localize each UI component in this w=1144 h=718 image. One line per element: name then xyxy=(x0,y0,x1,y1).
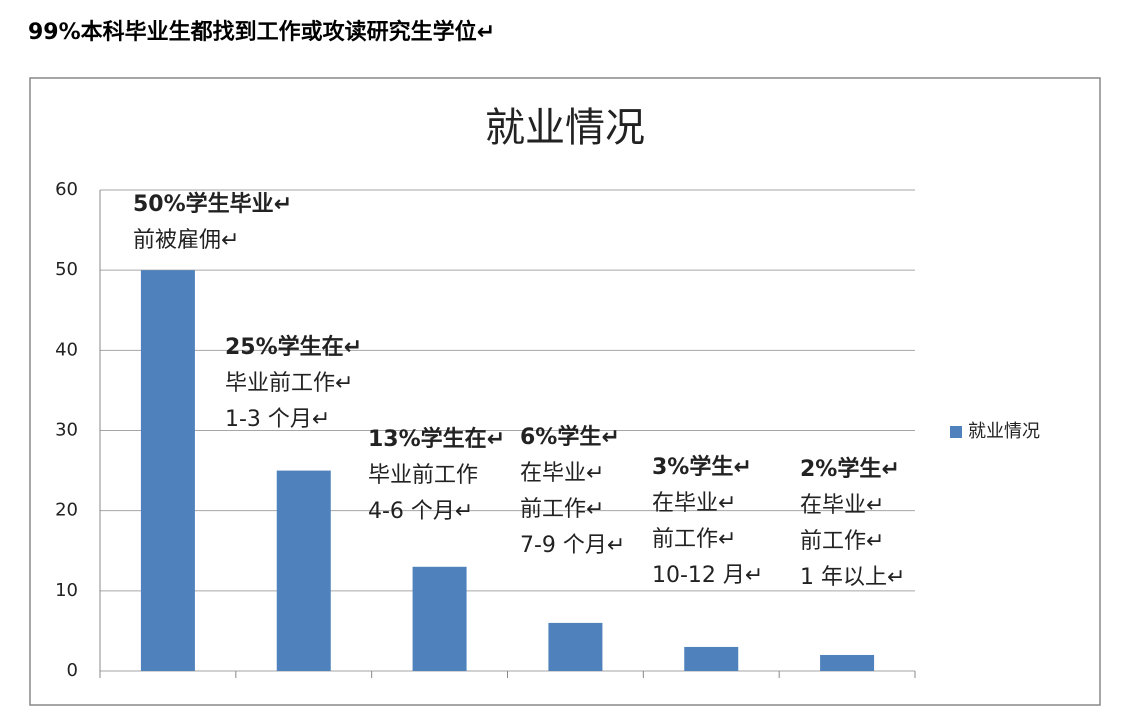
bar xyxy=(820,654,875,671)
annotation: 3%学生↵ xyxy=(652,454,752,480)
legend-label: 就业情况 xyxy=(968,421,1040,442)
bar xyxy=(684,646,739,671)
chart-title: 就业情况 xyxy=(485,105,645,151)
y-tick-label: 60 xyxy=(55,179,78,200)
annotation: 在毕业↵ xyxy=(800,493,884,518)
annotation: 在毕业↵ xyxy=(520,461,604,486)
y-tick-label: 0 xyxy=(67,660,78,681)
bar xyxy=(412,566,467,671)
legend-swatch xyxy=(950,426,962,438)
annotation: 在毕业↵ xyxy=(652,491,736,516)
y-tick-label: 40 xyxy=(55,339,78,360)
annotation: 1-3 个月↵ xyxy=(225,407,330,432)
annotation: 10-12 月↵ xyxy=(652,563,763,588)
annotation: 6%学生↵ xyxy=(520,424,620,450)
annotation: 25%学生在↵ xyxy=(225,334,362,360)
y-tick-label: 30 xyxy=(55,420,78,441)
annotation: 前工作↵ xyxy=(800,529,884,554)
bar xyxy=(548,622,603,671)
annotation: 前被雇佣↵ xyxy=(133,228,239,253)
heading: 99%本科毕业生都找到工作或攻读研究生学位↵ xyxy=(28,20,496,45)
y-tick-label: 20 xyxy=(55,500,78,521)
annotation: 毕业前工作↵ xyxy=(225,371,353,396)
annotation: 50%学生毕业↵ xyxy=(133,191,292,217)
annotation: 4-6 个月↵ xyxy=(368,499,473,524)
bar xyxy=(140,270,195,671)
annotation: 2%学生↵ xyxy=(800,456,900,482)
annotation: 前工作↵ xyxy=(652,527,736,552)
bar xyxy=(276,470,331,671)
annotation: 1 年以上↵ xyxy=(800,565,905,590)
annotation: 7-9 个月↵ xyxy=(520,533,625,558)
annotation: 13%学生在↵ xyxy=(368,426,505,452)
y-tick-label: 50 xyxy=(55,259,78,280)
annotation: 前工作↵ xyxy=(520,497,604,522)
chart-frame xyxy=(29,77,1101,706)
annotation: 毕业前工作 xyxy=(368,463,478,488)
y-tick-label: 10 xyxy=(55,580,78,601)
